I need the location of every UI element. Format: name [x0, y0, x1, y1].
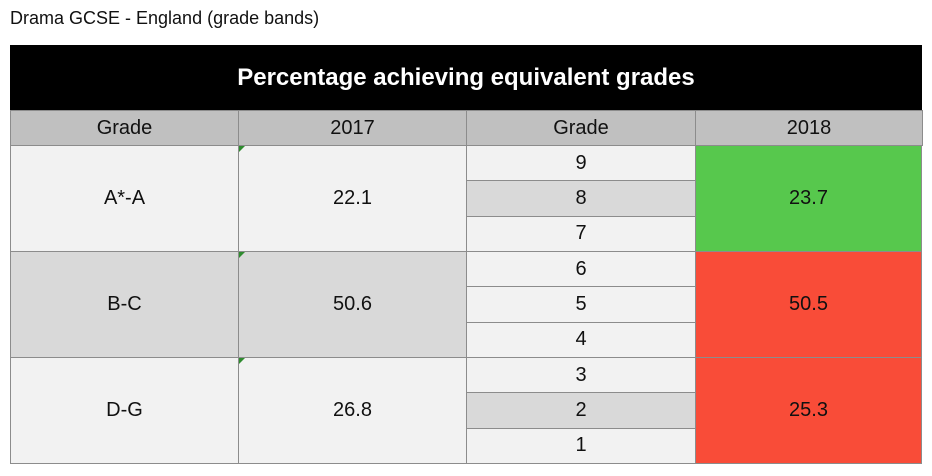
band-label: B-C [10, 251, 239, 358]
grade: 6 [466, 251, 696, 288]
grade: 7 [466, 215, 696, 252]
band-label: A*-A [10, 145, 239, 252]
column-header: 2018 [695, 110, 923, 146]
grade: 9 [466, 145, 696, 182]
new-value: 50.5 [695, 251, 922, 358]
band-label: D-G [10, 357, 239, 464]
column-header: Grade [10, 110, 239, 146]
grade: 3 [466, 357, 696, 394]
cell-indicator [239, 252, 245, 258]
cell-indicator [239, 358, 245, 364]
cell-indicator [239, 146, 245, 152]
new-value: 23.7 [695, 145, 922, 252]
table-heading: Percentage achieving equivalent grades [10, 45, 922, 111]
old-value: 26.8 [238, 357, 467, 464]
old-value: 50.6 [238, 251, 467, 358]
grade: 1 [466, 427, 696, 464]
column-header: 2017 [238, 110, 467, 146]
grade: 8 [466, 180, 696, 217]
grade: 4 [466, 321, 696, 358]
page-title: Drama GCSE - England (grade bands) [10, 8, 320, 28]
old-value: 22.1 [238, 145, 467, 252]
grade: 2 [466, 392, 696, 429]
column-header: Grade [466, 110, 696, 146]
new-value: 25.3 [695, 357, 922, 464]
grade: 5 [466, 286, 696, 323]
